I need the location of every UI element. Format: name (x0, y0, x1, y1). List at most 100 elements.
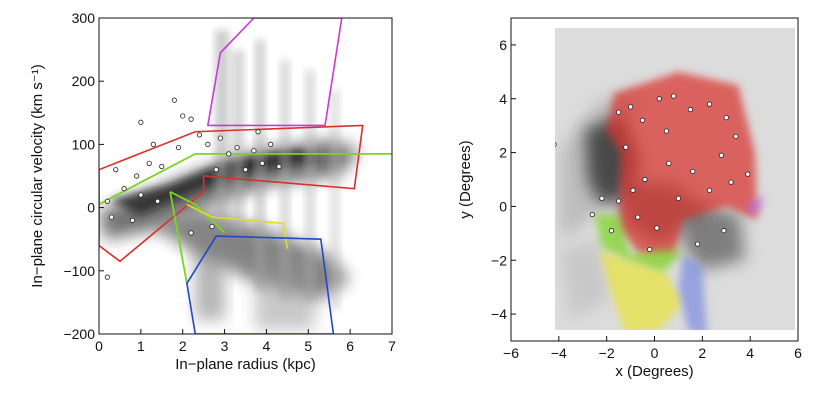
red-region (606, 71, 758, 255)
data-point (616, 109, 622, 115)
data-point (687, 106, 693, 113)
y-tick-label: −100 (63, 263, 95, 279)
y-tick-label: 2 (499, 145, 507, 161)
data-point (259, 160, 265, 166)
y-tick-label: 0 (499, 198, 507, 214)
left-panel: 0 1 2 3 4 5 6 7 −200 −100 0 100 200 300 In−plane radiu… (29, 10, 396, 373)
red-region (99, 124, 364, 263)
yellow-region (599, 249, 684, 330)
data-point (589, 211, 595, 218)
y-tick-label: 100 (72, 136, 96, 152)
data-point (196, 132, 203, 138)
x-tick-label: 5 (304, 338, 312, 354)
data-point (104, 274, 110, 280)
data-point (721, 228, 727, 234)
data-point (150, 141, 157, 147)
data-point (171, 97, 177, 103)
x-tick-label: −6 (503, 345, 519, 361)
green-region-line-1 (169, 190, 226, 234)
x-tick-label: 4 (263, 338, 271, 354)
data-point (630, 187, 636, 193)
x-tick-label: 1 (137, 338, 145, 354)
data-point (276, 163, 282, 170)
yellow-region (186, 203, 289, 249)
data-point (217, 135, 223, 141)
data-point (251, 148, 257, 154)
x-tick-label: 4 (746, 345, 754, 361)
data-point (706, 187, 713, 193)
data-point (690, 168, 696, 175)
y-axis-label: In−plane circular velocity (km s⁻¹) (29, 64, 46, 287)
magenta-region (206, 18, 343, 127)
data-point (175, 144, 182, 151)
y-tick-label: −200 (63, 326, 95, 342)
y-tick-label: −2 (491, 252, 507, 268)
data-point (138, 119, 144, 125)
data-point (635, 214, 641, 220)
y-tick-label: 0 (87, 200, 95, 216)
data-point (188, 230, 194, 236)
magenta-region (747, 195, 765, 215)
data-point (205, 141, 211, 147)
data-point (155, 198, 161, 204)
left-density-background (99, 30, 360, 330)
data-point (599, 195, 605, 201)
data-point (121, 186, 127, 192)
blue-region (186, 235, 335, 334)
x-tick-label: −4 (551, 345, 567, 361)
y-tick-label: 6 (499, 37, 507, 53)
data-point (242, 167, 249, 173)
data-point (213, 167, 219, 173)
x-tick-label: 7 (388, 338, 396, 354)
data-point (623, 144, 629, 150)
green-region-line-2 (169, 191, 188, 284)
data-point (226, 151, 232, 157)
data-point (209, 223, 215, 230)
data-point (104, 198, 110, 204)
data-point (255, 129, 261, 135)
data-point (656, 96, 662, 102)
data-point (671, 93, 677, 99)
data-point (268, 141, 274, 147)
green-region (594, 214, 684, 274)
y-tick-label: −4 (491, 306, 507, 322)
data-point (694, 241, 701, 247)
y-axis-label: y (Degrees) (457, 140, 474, 218)
x-tick-label: −2 (599, 345, 615, 361)
x-tick-label: 0 (651, 345, 659, 361)
y-tick-label: 4 (499, 91, 507, 107)
blue-region (678, 254, 707, 330)
data-point (642, 176, 648, 183)
x-tick-label: 2 (179, 338, 187, 354)
data-point (146, 160, 152, 166)
data-point (654, 225, 660, 231)
x-tick-label: 2 (698, 345, 706, 361)
x-tick-label: 6 (346, 338, 354, 354)
data-point (718, 152, 725, 158)
data-point (723, 114, 729, 121)
x-axis-label: In−plane radius (kpc) (175, 356, 316, 373)
green-region-line-0 (99, 152, 392, 206)
x-axis-label: x (Degrees) (615, 363, 693, 380)
data-point (608, 228, 615, 234)
data-point (555, 142, 557, 147)
data-point (745, 171, 751, 177)
x-tick-label: 6 (794, 345, 802, 361)
data-point (663, 128, 670, 134)
data-point (706, 101, 713, 107)
data-point (180, 113, 186, 119)
data-point (129, 217, 136, 223)
data-point (627, 104, 634, 110)
data-point (639, 117, 646, 123)
data-point (616, 198, 622, 204)
data-point (666, 160, 672, 166)
data-point (188, 116, 194, 122)
plot-frame (98, 17, 393, 335)
data-point (108, 214, 115, 220)
data-point (234, 144, 240, 151)
data-point (113, 167, 119, 173)
data-point (647, 246, 653, 253)
data-point (159, 163, 165, 170)
data-point (675, 195, 682, 201)
